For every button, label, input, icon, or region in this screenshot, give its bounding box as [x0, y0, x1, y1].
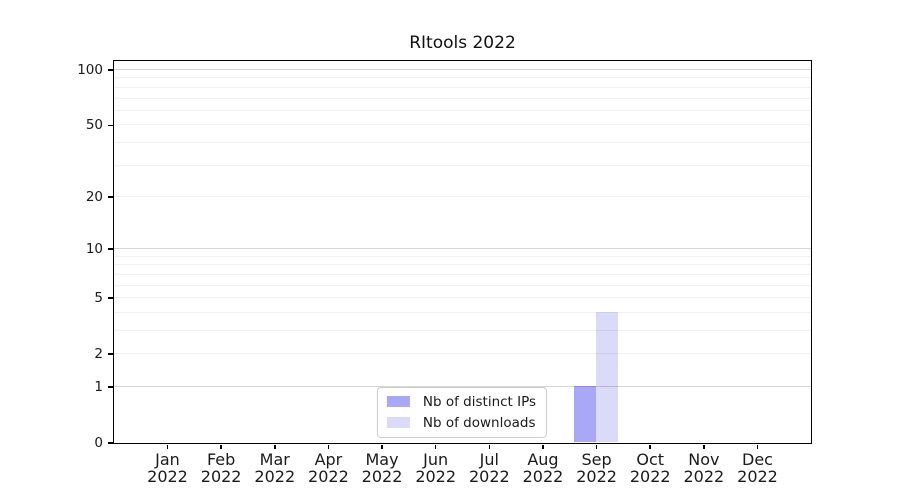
x-tick-label: Mar 2022 — [243, 451, 307, 485]
y-tick-label: 2 — [94, 346, 103, 363]
x-tick-year: 2022 — [415, 467, 457, 486]
bar-downloads — [596, 312, 619, 443]
x-tick-label: Jan 2022 — [136, 451, 200, 485]
x-tick-label: Nov 2022 — [672, 451, 736, 485]
legend-swatch-distinct-ips-icon — [386, 396, 410, 407]
x-tick-month: Dec — [742, 450, 773, 469]
x-tick-year: 2022 — [468, 467, 510, 486]
x-tick-mark — [488, 444, 491, 449]
legend-item-distinct-ips: Nb of distinct IPs — [386, 393, 537, 411]
y-tick-label: 50 — [85, 117, 103, 134]
x-tick-mark — [381, 444, 383, 449]
x-tick-month: Feb — [206, 450, 236, 469]
legend-label-distinct-ips: Nb of distinct IPs — [422, 393, 537, 410]
y-tick-mark — [107, 69, 113, 71]
gridline-minor — [113, 195, 811, 197]
gridline-major — [113, 248, 811, 250]
x-tick-month: May — [365, 450, 399, 469]
x-tick-month: Aug — [527, 450, 559, 469]
gridline-minor — [113, 141, 811, 143]
gridline-major — [113, 69, 811, 71]
gridline-minor — [113, 124, 811, 126]
x-tick-year: 2022 — [737, 467, 778, 486]
x-tick-year: 2022 — [200, 467, 242, 486]
x-tick-year: 2022 — [254, 467, 296, 486]
bars-layer — [114, 61, 811, 443]
gridline-minor — [113, 97, 811, 99]
gridline-minor — [113, 297, 811, 299]
legend-label-downloads: Nb of downloads — [422, 414, 536, 431]
y-tick-label: 1 — [94, 378, 103, 395]
x-tick-label: May 2022 — [350, 451, 414, 485]
x-tick-year: 2022 — [629, 467, 671, 486]
y-tick-label: 10 — [85, 241, 103, 258]
y-tick-label: 100 — [77, 62, 103, 79]
x-tick-label: Apr 2022 — [296, 451, 360, 485]
bar-distinct-ips — [574, 386, 597, 443]
x-tick-month: Jun — [423, 450, 449, 469]
y-tick-label: 20 — [85, 188, 103, 205]
x-tick-label: Dec 2022 — [726, 451, 790, 485]
y-tick-mark — [107, 353, 113, 355]
x-tick-label: Jul 2022 — [457, 451, 521, 485]
legend-swatch-downloads-icon — [386, 417, 410, 428]
gridline-minor — [113, 77, 811, 79]
x-tick-month: Jan — [155, 450, 180, 469]
x-tick-label: Aug 2022 — [511, 451, 575, 485]
plot-area: Nb of distinct IPs Nb of downloads — [112, 59, 812, 444]
y-tick-mark — [107, 297, 113, 299]
x-tick-month: Sep — [581, 450, 612, 469]
x-tick-label: Oct 2022 — [618, 451, 682, 485]
gridlines-layer — [113, 61, 811, 443]
gridline-minor — [113, 255, 811, 257]
x-tick-label: Sep 2022 — [565, 451, 629, 485]
x-tick-year: 2022 — [522, 467, 564, 486]
y-tick-label: 0 — [94, 435, 103, 451]
x-tick-mark — [166, 444, 169, 449]
x-tick-month: Nov — [688, 450, 720, 469]
gridline-minor — [113, 264, 811, 266]
gridline-minor — [113, 329, 811, 331]
x-tick-month: Oct — [636, 450, 665, 469]
x-tick-year: 2022 — [576, 467, 617, 486]
x-tick-year: 2022 — [147, 467, 188, 486]
gridline-minor — [113, 284, 811, 286]
legend: Nb of distinct IPs Nb of downloads — [376, 386, 548, 438]
x-tick-mark — [327, 444, 330, 449]
x-tick-month: Mar — [259, 450, 290, 469]
gridline-minor — [113, 86, 811, 88]
x-tick-mark — [756, 444, 759, 449]
x-tick-year: 2022 — [683, 467, 725, 486]
legend-item-downloads: Nb of downloads — [386, 414, 536, 432]
gridline-minor — [113, 109, 811, 111]
y-tick-label: 5 — [94, 290, 103, 307]
x-tick-label: Jun 2022 — [404, 451, 468, 485]
y-tick-mark — [107, 248, 113, 250]
x-tick-mark — [595, 444, 598, 449]
gridline-minor — [113, 353, 811, 355]
x-tick-mark — [434, 444, 437, 449]
x-tick-mark — [542, 444, 544, 449]
y-tick-mark — [107, 442, 113, 444]
gridline-minor — [113, 311, 811, 313]
y-tick-mark — [107, 124, 113, 127]
y-tick-mark — [107, 386, 113, 388]
x-tick-year: 2022 — [308, 467, 349, 486]
chart-title: RItools 2022 — [409, 33, 516, 53]
x-tick-mark — [274, 444, 276, 449]
gridline-minor — [113, 164, 811, 166]
x-tick-label: Feb 2022 — [189, 451, 253, 485]
x-tick-mark — [703, 444, 705, 449]
gridline-minor — [113, 273, 811, 275]
x-tick-month: Apr — [314, 450, 343, 469]
x-tick-year: 2022 — [361, 467, 403, 486]
x-tick-mark — [220, 444, 222, 449]
x-tick-mark — [649, 444, 651, 449]
x-tick-month: Jul — [479, 450, 499, 469]
y-tick-mark — [107, 196, 113, 198]
